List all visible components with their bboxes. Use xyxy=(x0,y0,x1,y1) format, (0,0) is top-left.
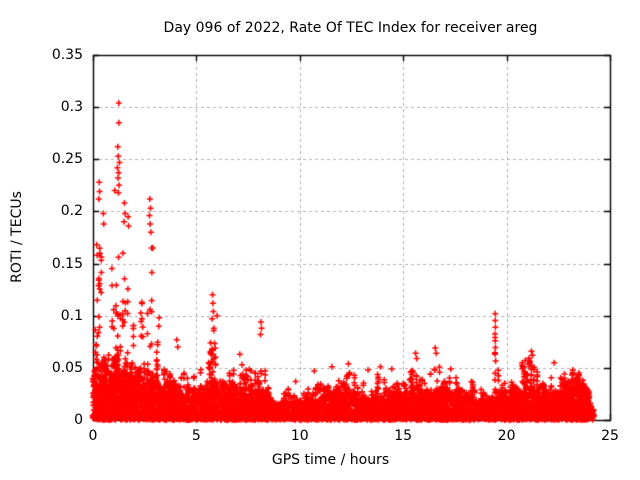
y-tick-label: 0.35 xyxy=(51,47,83,63)
y-tick-label: 0.25 xyxy=(51,151,83,168)
x-tick-label: 0 xyxy=(88,428,98,444)
chart-title: Day 096 of 2022, Rate Of TEC Index for r… xyxy=(163,20,538,36)
y-tick-label: 0.2 xyxy=(60,203,83,220)
x-tick-label: 10 xyxy=(290,428,309,444)
y-tick-label: 0.1 xyxy=(60,307,83,324)
y-tick-label: 0.3 xyxy=(60,99,83,116)
y-tick-label: 0 xyxy=(74,412,83,428)
y-tick-label: 0.05 xyxy=(51,359,83,376)
y-tick-label: 0.15 xyxy=(51,255,83,272)
x-tick-label: 5 xyxy=(191,428,201,444)
x-tick-label: 25 xyxy=(601,428,619,444)
x-tick-label: 15 xyxy=(394,428,413,444)
x-tick-label: 20 xyxy=(497,428,516,444)
x-axis-label: GPS time / hours xyxy=(271,452,390,468)
